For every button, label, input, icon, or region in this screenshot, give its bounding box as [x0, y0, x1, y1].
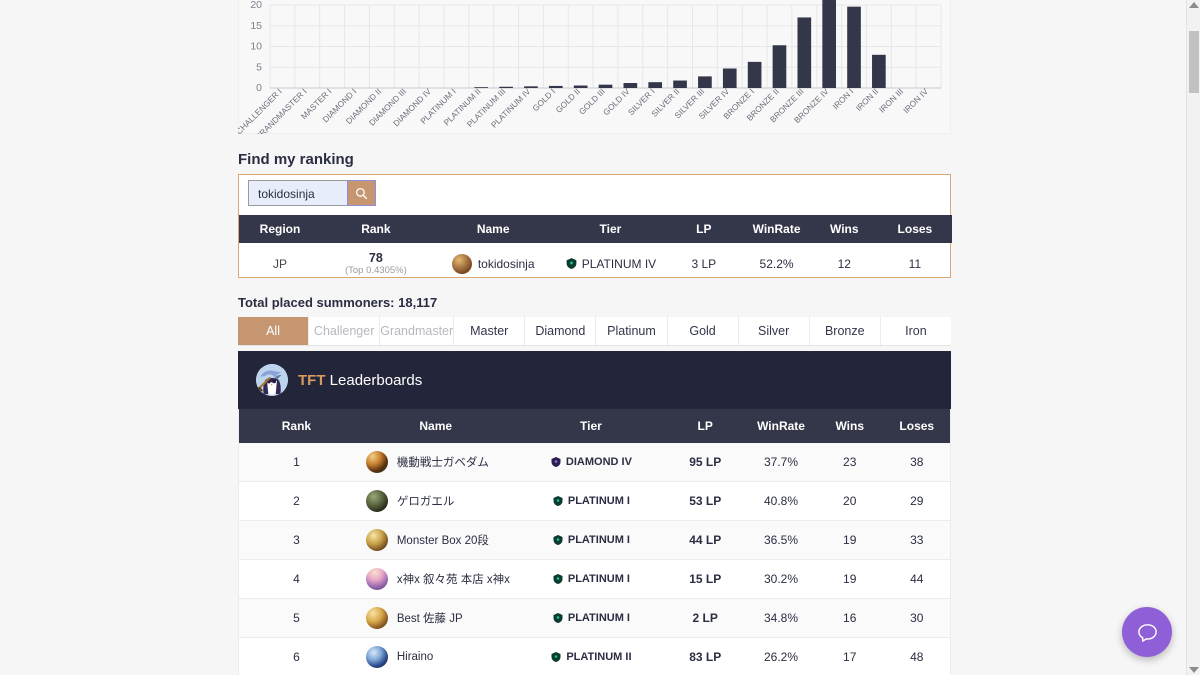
svg-text:IRON I: IRON I — [830, 86, 855, 111]
svg-text:IRON IV: IRON IV — [901, 86, 930, 115]
svg-text:15: 15 — [250, 20, 262, 32]
svg-text:GOLD I: GOLD I — [530, 86, 557, 113]
svg-text:20: 20 — [250, 0, 262, 11]
svg-text:IRON II: IRON II — [854, 86, 881, 113]
svg-text:10: 10 — [250, 41, 262, 53]
svg-text:5: 5 — [256, 61, 262, 73]
svg-text:0: 0 — [256, 82, 262, 94]
svg-text:IRON III: IRON III — [877, 86, 905, 114]
